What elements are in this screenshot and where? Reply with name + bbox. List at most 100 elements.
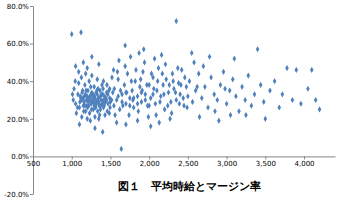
point <box>202 63 206 69</box>
point <box>250 103 254 109</box>
point <box>80 89 84 95</box>
point <box>136 93 140 99</box>
point <box>147 103 151 109</box>
x-tick-label: 3,000 <box>217 160 237 168</box>
point <box>203 84 207 90</box>
x-tick: 4,000 <box>295 156 315 168</box>
point <box>85 116 89 122</box>
point <box>90 99 94 105</box>
point <box>268 88 272 94</box>
point <box>273 78 277 84</box>
point <box>253 91 257 97</box>
point <box>93 93 97 99</box>
point <box>110 97 114 103</box>
point <box>243 97 247 103</box>
point <box>137 50 141 56</box>
point <box>116 93 120 99</box>
point <box>183 74 187 80</box>
point <box>206 104 210 110</box>
point <box>119 146 123 152</box>
point <box>105 82 109 88</box>
point <box>113 86 117 92</box>
point <box>159 93 163 99</box>
point <box>80 74 84 80</box>
x-tick-label: 2,000 <box>140 160 160 168</box>
point <box>125 89 129 95</box>
point <box>120 99 124 105</box>
point <box>212 91 216 97</box>
point <box>76 104 80 110</box>
point <box>179 82 183 88</box>
point <box>85 65 89 71</box>
point <box>178 101 182 107</box>
point <box>160 52 164 58</box>
point <box>256 46 260 52</box>
point <box>83 91 87 97</box>
point <box>95 97 99 103</box>
point <box>151 91 155 97</box>
x-tick-label: 1,500 <box>101 160 121 168</box>
point <box>246 72 250 78</box>
point <box>152 86 156 92</box>
point <box>180 67 184 73</box>
y-tick-mark <box>30 81 33 82</box>
point <box>143 59 147 65</box>
x-tick-mark <box>188 156 189 159</box>
point <box>197 71 201 77</box>
point <box>140 89 144 95</box>
point <box>82 59 86 65</box>
point <box>70 31 74 37</box>
point <box>97 103 101 109</box>
x-tick-mark <box>149 156 150 159</box>
point <box>164 61 168 67</box>
x-tick: 3,500 <box>256 156 276 168</box>
point <box>158 99 162 105</box>
point <box>83 82 87 88</box>
y-tick-mark <box>30 44 33 45</box>
x-axis-line <box>34 156 336 157</box>
y-tick-mark <box>30 194 33 195</box>
point <box>170 110 174 116</box>
point <box>213 108 217 114</box>
point <box>81 95 85 101</box>
point <box>102 99 106 105</box>
point <box>86 104 90 110</box>
point <box>95 88 99 94</box>
point <box>126 71 130 77</box>
x-tick-label: 1,000 <box>62 160 82 168</box>
point <box>71 91 75 97</box>
point <box>77 80 81 86</box>
point <box>116 76 120 82</box>
y-tick-label: 20.0% <box>7 116 30 124</box>
point <box>130 78 134 84</box>
point <box>157 65 161 71</box>
point <box>237 108 241 114</box>
point <box>174 89 178 95</box>
point <box>100 91 104 97</box>
point <box>138 84 142 90</box>
point <box>162 91 166 97</box>
point <box>192 59 196 65</box>
point <box>219 82 223 88</box>
point <box>185 84 189 90</box>
x-tick-mark <box>72 156 73 159</box>
point <box>157 119 161 125</box>
points <box>70 18 321 152</box>
point <box>299 101 303 107</box>
point <box>209 74 213 80</box>
point <box>145 82 149 88</box>
point <box>90 54 94 60</box>
point <box>119 88 123 94</box>
point <box>231 76 235 82</box>
x-tick-mark <box>265 156 266 159</box>
x-tick-mark <box>110 156 111 159</box>
point <box>123 42 127 48</box>
point <box>259 82 263 88</box>
y-tick: 20.0% <box>7 116 33 124</box>
point <box>90 72 94 78</box>
point <box>88 93 92 99</box>
point <box>190 50 194 56</box>
point <box>95 76 99 82</box>
point <box>281 91 285 97</box>
point <box>77 69 81 75</box>
